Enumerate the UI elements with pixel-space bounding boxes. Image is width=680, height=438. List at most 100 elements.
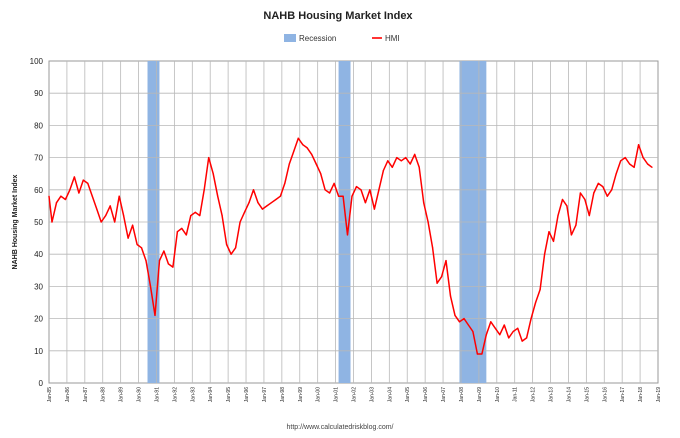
data-point bbox=[154, 314, 156, 316]
data-point bbox=[311, 153, 313, 155]
x-tick-label: Jan-18 bbox=[638, 387, 644, 403]
data-point bbox=[333, 182, 335, 184]
data-point bbox=[55, 202, 58, 204]
y-tick-label: 60 bbox=[34, 186, 43, 195]
x-tick-label: Jan-06 bbox=[423, 387, 429, 403]
data-point bbox=[561, 198, 564, 201]
data-point bbox=[490, 321, 492, 323]
data-point bbox=[606, 195, 608, 197]
data-point bbox=[82, 179, 84, 181]
x-tick-label: Jan-98 bbox=[280, 387, 286, 403]
y-tick-label: 40 bbox=[34, 250, 43, 259]
data-point bbox=[176, 231, 178, 233]
data-point bbox=[243, 211, 246, 213]
data-point bbox=[440, 276, 443, 278]
y-tick-label: 50 bbox=[34, 218, 43, 227]
y-tick-label: 80 bbox=[34, 121, 43, 130]
data-point bbox=[651, 166, 653, 168]
y-tick-label: 20 bbox=[34, 315, 43, 324]
data-point bbox=[284, 182, 286, 184]
data-point bbox=[181, 227, 183, 230]
data-point bbox=[364, 202, 367, 204]
data-point bbox=[279, 195, 281, 197]
x-tick-label: Jan-91 bbox=[154, 387, 160, 403]
data-point bbox=[248, 202, 250, 204]
data-point bbox=[239, 221, 241, 223]
y-axis-label: NAHB Housing Market Index bbox=[12, 174, 19, 269]
y-tick-label: 10 bbox=[34, 347, 43, 356]
x-tick-label: Jan-07 bbox=[441, 387, 447, 403]
x-tick-label: Jan-03 bbox=[369, 387, 375, 403]
data-point bbox=[306, 147, 308, 149]
data-point bbox=[100, 221, 102, 223]
data-point bbox=[499, 334, 501, 336]
data-point bbox=[494, 327, 496, 329]
data-point bbox=[172, 266, 174, 268]
data-point bbox=[60, 195, 62, 197]
legend-swatch-recession bbox=[284, 34, 296, 42]
x-tick-label: Jan-10 bbox=[495, 387, 501, 403]
data-point bbox=[552, 240, 555, 242]
x-tick-label: Jan-86 bbox=[65, 387, 71, 403]
data-point bbox=[96, 208, 98, 210]
data-point bbox=[140, 247, 143, 249]
data-point bbox=[579, 192, 581, 194]
data-point bbox=[355, 185, 358, 188]
data-point bbox=[109, 205, 111, 207]
x-tick-label: Jan-05 bbox=[405, 387, 411, 403]
data-point bbox=[526, 337, 528, 339]
data-point bbox=[163, 250, 165, 252]
data-point bbox=[342, 195, 344, 197]
data-point bbox=[521, 340, 523, 342]
plot-area bbox=[48, 60, 659, 384]
data-point bbox=[539, 289, 541, 291]
data-point bbox=[423, 202, 425, 204]
data-point bbox=[535, 301, 537, 304]
x-tick-label: Jan-95 bbox=[226, 387, 232, 403]
data-point bbox=[481, 353, 483, 355]
data-point bbox=[217, 195, 219, 197]
x-tick-label: Jan-92 bbox=[172, 387, 178, 403]
data-point bbox=[597, 182, 599, 184]
data-point bbox=[611, 189, 613, 191]
data-point bbox=[123, 214, 125, 217]
x-tick-label: Jan-87 bbox=[83, 387, 89, 403]
data-point bbox=[624, 157, 626, 159]
data-point bbox=[288, 163, 290, 165]
data-point bbox=[136, 243, 138, 246]
chart-title: NAHB Housing Market Index bbox=[263, 10, 413, 22]
vertical-gridlines bbox=[66, 61, 641, 383]
x-tick-label: Jan-19 bbox=[656, 387, 662, 403]
series-hmi bbox=[48, 137, 653, 355]
data-point bbox=[234, 247, 237, 249]
data-point bbox=[369, 189, 371, 191]
data-point bbox=[351, 195, 353, 197]
data-point bbox=[212, 173, 214, 175]
data-point bbox=[557, 214, 559, 217]
data-point bbox=[293, 150, 295, 152]
x-tick-label: Jan-04 bbox=[387, 387, 393, 403]
data-point bbox=[315, 163, 317, 165]
x-tick-label: Jan-88 bbox=[101, 387, 107, 403]
data-point bbox=[620, 160, 622, 162]
x-tick-label: Jan-12 bbox=[531, 387, 537, 403]
data-point bbox=[87, 182, 89, 184]
data-point bbox=[346, 234, 349, 236]
data-point bbox=[427, 221, 429, 223]
data-point bbox=[127, 237, 129, 239]
data-point bbox=[476, 353, 478, 355]
x-axis-ticks: Jan-85 Jan-86 Jan-87 Jan-88 Jan-89 Jan-90 Jan-… bbox=[47, 387, 662, 403]
data-point bbox=[566, 205, 568, 207]
data-point bbox=[48, 195, 50, 197]
data-point bbox=[508, 337, 510, 339]
data-point bbox=[642, 157, 644, 159]
data-point bbox=[615, 173, 617, 175]
data-point bbox=[629, 163, 631, 165]
x-tick-label: Jan-85 bbox=[47, 387, 53, 403]
x-tick-label: Jan-89 bbox=[119, 387, 125, 403]
data-point bbox=[396, 157, 398, 159]
x-tick-label: Jan-15 bbox=[584, 387, 590, 403]
data-point bbox=[584, 198, 586, 201]
x-tick-label: Jan-17 bbox=[620, 387, 626, 403]
